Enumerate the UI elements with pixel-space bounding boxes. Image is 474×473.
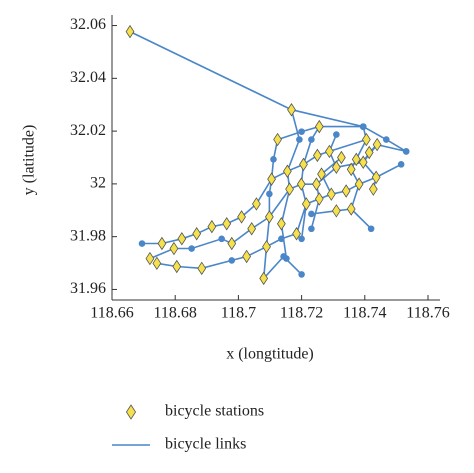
station-marker bbox=[317, 167, 326, 181]
x-tick-label: 118.7 bbox=[221, 305, 256, 322]
station-marker bbox=[287, 103, 296, 117]
station-marker bbox=[262, 239, 271, 254]
link-node bbox=[367, 225, 375, 233]
y-axis-label: y (latitude) bbox=[21, 125, 38, 196]
link-node bbox=[278, 235, 285, 243]
station-marker bbox=[364, 145, 374, 160]
station-marker bbox=[346, 162, 356, 177]
station-marker bbox=[259, 271, 269, 286]
station-marker bbox=[285, 182, 294, 196]
station-marker bbox=[283, 164, 292, 178]
station-marker bbox=[314, 192, 324, 206]
link-node bbox=[283, 255, 290, 262]
link-node bbox=[228, 257, 236, 264]
link-line bbox=[129, 30, 407, 279]
station-marker bbox=[371, 170, 381, 185]
station-marker bbox=[207, 219, 217, 234]
station-marker bbox=[325, 144, 334, 159]
station-marker bbox=[368, 182, 378, 196]
station-marker bbox=[237, 210, 246, 224]
link-node bbox=[266, 190, 273, 198]
station-marker bbox=[152, 256, 162, 271]
station-marker bbox=[222, 217, 232, 231]
legend-marker bbox=[125, 404, 137, 420]
station-marker bbox=[252, 197, 261, 211]
station-marker bbox=[331, 160, 341, 174]
station-marker bbox=[362, 132, 371, 147]
link-node bbox=[296, 136, 303, 143]
station-marker bbox=[337, 150, 346, 165]
station-marker bbox=[372, 137, 382, 152]
station-marker bbox=[314, 119, 324, 134]
station-marker bbox=[273, 132, 282, 147]
station-marker bbox=[276, 217, 286, 231]
station-marker bbox=[169, 241, 179, 256]
link-node bbox=[218, 235, 225, 243]
x-tick-label: 118.74 bbox=[343, 305, 386, 322]
station-marker bbox=[242, 249, 251, 264]
legend-label: bicycle links bbox=[165, 436, 246, 453]
station-marker bbox=[299, 157, 308, 172]
station-marker bbox=[351, 152, 361, 167]
link-node bbox=[298, 128, 305, 135]
station-marker bbox=[296, 177, 306, 191]
station-marker bbox=[346, 202, 356, 216]
link-node bbox=[308, 210, 315, 218]
station-marker bbox=[177, 232, 187, 246]
station-marker bbox=[326, 187, 336, 201]
station-marker bbox=[331, 204, 341, 218]
link-node bbox=[333, 131, 340, 138]
station-marker bbox=[197, 261, 207, 276]
station-marker bbox=[267, 172, 276, 186]
x-axis-label: x (longtitude) bbox=[226, 346, 314, 363]
y-tick-label: 31.98 bbox=[70, 227, 106, 244]
station-marker bbox=[145, 251, 155, 266]
link-node bbox=[359, 123, 367, 130]
link-node bbox=[138, 240, 146, 247]
x-tick-label: 118.68 bbox=[153, 305, 196, 322]
station-marker bbox=[301, 197, 311, 211]
y-tick-label: 32.06 bbox=[70, 16, 106, 33]
station-marker bbox=[358, 155, 368, 169]
link-node bbox=[382, 136, 390, 143]
station-marker bbox=[227, 236, 237, 251]
link-node bbox=[298, 235, 305, 243]
y-tick-label: 32.04 bbox=[70, 69, 106, 86]
station-marker bbox=[157, 236, 167, 251]
station-marker bbox=[264, 210, 274, 224]
y-tick-label: 31.96 bbox=[70, 280, 106, 297]
legend-label: bicycle stations bbox=[165, 403, 264, 420]
station-marker bbox=[292, 227, 301, 241]
x-tick-label: 118.76 bbox=[406, 305, 449, 322]
y-tick-label: 32 bbox=[90, 175, 106, 192]
link-node bbox=[308, 136, 315, 143]
station-marker bbox=[341, 184, 351, 198]
station-marker bbox=[247, 222, 257, 236]
station-marker bbox=[125, 24, 135, 39]
link-node bbox=[188, 245, 195, 252]
link-node bbox=[270, 156, 277, 163]
station-marker bbox=[172, 259, 182, 274]
station-marker bbox=[192, 227, 202, 241]
x-tick-label: 118.72 bbox=[280, 305, 323, 322]
link-node bbox=[298, 271, 305, 278]
x-tick-label: 118.66 bbox=[90, 305, 133, 322]
station-marker bbox=[312, 177, 321, 191]
link-node bbox=[308, 225, 315, 233]
link-node bbox=[402, 148, 410, 155]
station-marker bbox=[313, 148, 322, 163]
link-node bbox=[397, 161, 405, 168]
station-marker bbox=[354, 177, 364, 191]
y-tick-label: 32.02 bbox=[70, 122, 106, 139]
